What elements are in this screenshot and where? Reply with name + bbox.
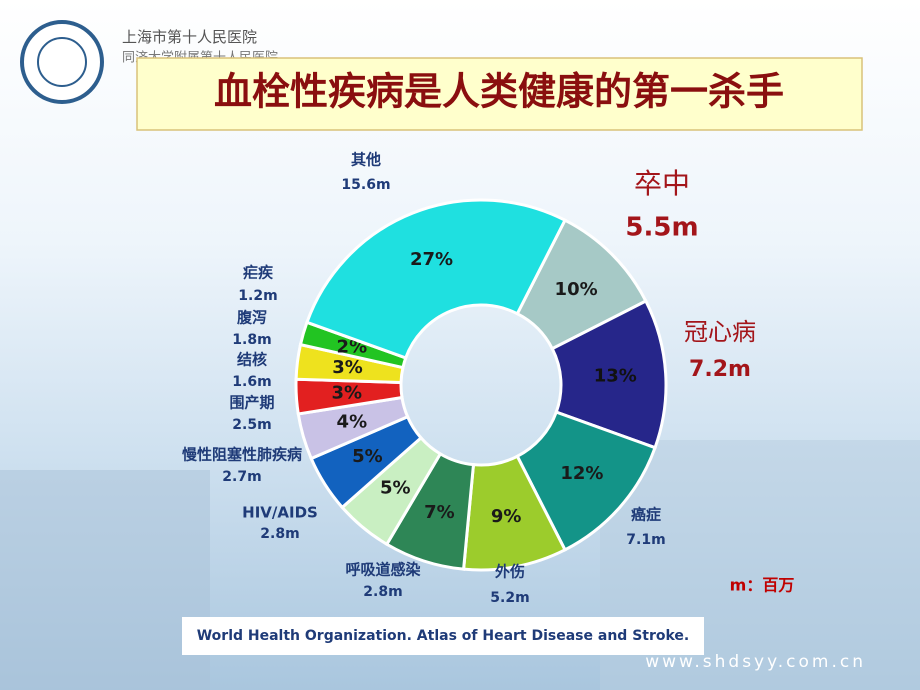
category-label: 冠心病	[684, 318, 756, 346]
value-label: 3%	[332, 357, 363, 378]
category-label: 卒中	[634, 167, 690, 200]
value-label: 4%	[337, 412, 368, 433]
value-label: 12%	[560, 463, 603, 484]
value-label: 5%	[352, 446, 383, 467]
category-label: 呼吸道感染	[345, 561, 421, 579]
deaths-label: 1.6m	[232, 374, 271, 390]
value-label: 5%	[380, 478, 411, 499]
category-label: 癌症	[631, 506, 661, 524]
logo	[37, 37, 87, 87]
deaths-label: 7.2m	[689, 357, 751, 382]
category-label: 慢性阻塞性肺疾病	[182, 446, 302, 464]
category-label: 结核	[237, 351, 267, 369]
deaths-label: 1.8m	[232, 332, 271, 348]
category-label: 围产期	[229, 394, 274, 412]
deaths-label: 2.8m	[260, 526, 299, 542]
deaths-label: 15.6m	[341, 177, 390, 193]
donut-segment	[305, 198, 568, 360]
deaths-label: 1.2m	[238, 288, 277, 304]
deaths-label: 2.7m	[222, 469, 261, 485]
value-label: 7%	[424, 502, 455, 523]
website: www.shdsyy.com.cn	[645, 652, 866, 672]
deaths-label: 5.5m	[625, 213, 698, 243]
category-label: 疟疾	[243, 264, 274, 282]
chart-title: 血栓性疾病是人类健康的第一杀手	[214, 70, 784, 114]
value-label: 27%	[410, 249, 453, 270]
value-label: 3%	[331, 382, 362, 403]
source-box	[182, 617, 704, 655]
category-label: 其他	[351, 151, 381, 169]
category-label: 腹泻	[237, 309, 267, 327]
title-box	[136, 57, 863, 131]
deaths-label: 2.8m	[363, 584, 402, 600]
value-label: 10%	[555, 279, 598, 300]
deaths-label: 5.2m	[490, 590, 529, 606]
logo	[20, 20, 104, 104]
source: World Health Organization. Atlas of Hear…	[197, 628, 690, 644]
value-label: 13%	[594, 366, 637, 387]
category-label: HIV/AIDS	[242, 504, 318, 522]
donut-segment	[550, 298, 668, 450]
deaths-label: 7.1m	[626, 532, 665, 548]
unit-note: m：百万	[730, 576, 795, 595]
category-label: 外伤	[494, 563, 525, 581]
value-label: 9%	[491, 506, 522, 527]
background-building	[0, 470, 210, 690]
deaths-label: 2.5m	[232, 417, 271, 433]
hospital-name: 上海市第十人民医院	[122, 28, 257, 46]
